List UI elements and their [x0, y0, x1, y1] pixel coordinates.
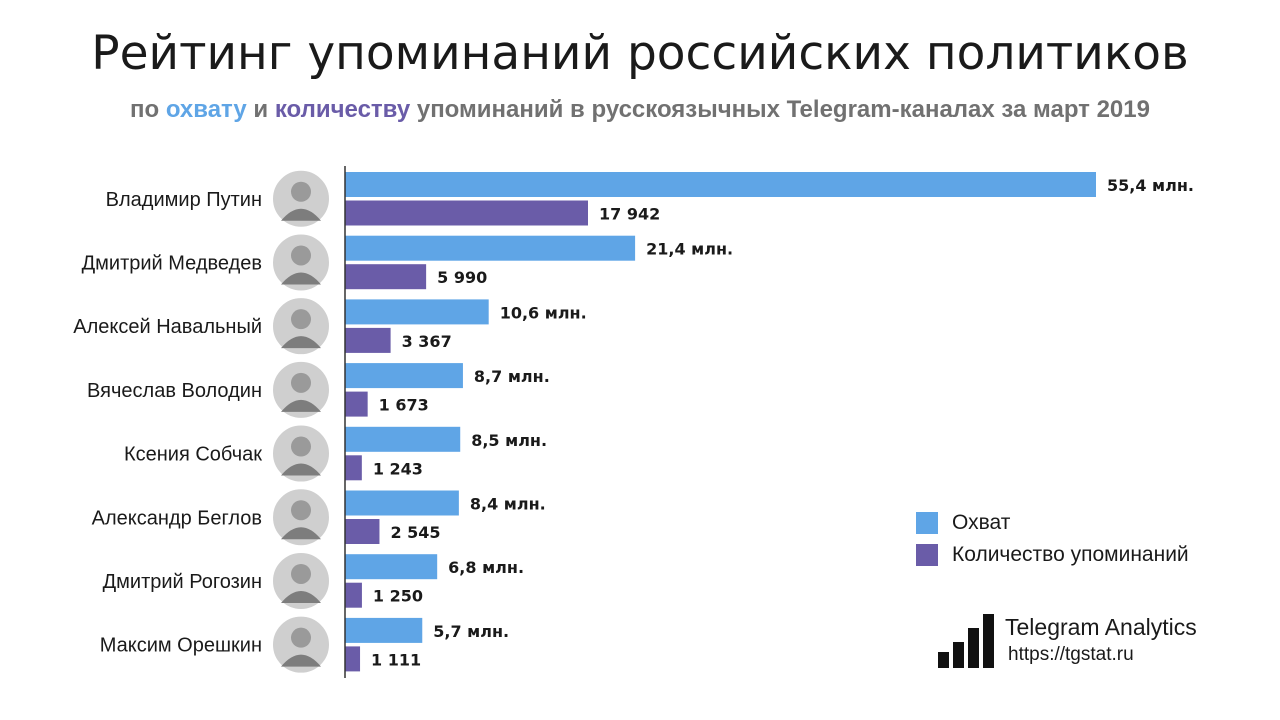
bar-count — [345, 264, 427, 290]
bar-reach — [345, 490, 459, 516]
bar-count — [345, 391, 368, 417]
legend: Охват Количество упоминаний — [916, 508, 1189, 572]
data-label-reach: 8,4 млн. — [470, 495, 546, 514]
data-label-reach: 5,7 млн. — [433, 622, 509, 641]
bar-reach — [345, 299, 489, 325]
data-label-reach: 10,6 млн. — [500, 303, 587, 322]
data-label-count: 1 243 — [373, 459, 423, 478]
bar-reach — [345, 617, 423, 643]
bar-signal-logo-icon — [938, 614, 994, 668]
avatar-body-icon — [281, 590, 321, 603]
data-label-reach: 55,4 млн. — [1107, 176, 1194, 195]
data-label-count: 1 111 — [371, 650, 421, 669]
subtitle-part3: упоминаний в русскоязычных Telegram-кана… — [410, 96, 1150, 123]
bar-reach — [345, 235, 636, 261]
data-label-reach: 8,7 млн. — [474, 367, 550, 386]
category-label: Вячеслав Володин — [87, 380, 262, 402]
legend-swatch-reach — [916, 512, 938, 534]
avatar-head-icon — [291, 181, 311, 202]
legend-label-count: Количество упоминаний — [952, 543, 1189, 566]
avatar-head-icon — [291, 436, 311, 457]
avatar-body-icon — [281, 336, 321, 349]
category-label: Алексей Навальный — [73, 316, 262, 338]
bar-reach — [345, 426, 461, 452]
bar-reach — [345, 363, 463, 389]
data-label-count: 1 250 — [373, 587, 423, 606]
subtitle-part1: по — [130, 96, 166, 123]
data-label-count: 5 990 — [437, 268, 487, 287]
data-label-reach: 21,4 млн. — [646, 240, 733, 259]
avatar-body-icon — [281, 208, 321, 221]
subtitle-reach-word: охвату — [165, 96, 247, 123]
legend-item-count: Количество упоминаний — [916, 540, 1189, 570]
data-label-count: 1 673 — [379, 396, 429, 415]
category-label: Александр Беглов — [92, 507, 262, 529]
avatar-head-icon — [291, 627, 311, 648]
category-label: Дмитрий Рогозин — [103, 571, 262, 593]
chart-title: Рейтинг упоминаний российских политиков — [91, 26, 1189, 81]
avatar-body-icon — [281, 272, 321, 285]
avatar-head-icon — [291, 500, 311, 521]
bar-count — [345, 646, 361, 672]
bar-reach — [345, 172, 1096, 197]
avatar-head-icon — [291, 563, 311, 584]
subtitle-part2: и — [246, 96, 275, 123]
bar-count — [345, 327, 391, 353]
bar-count — [345, 200, 588, 226]
data-label-count: 17 942 — [599, 205, 660, 224]
category-label: Дмитрий Медведев — [82, 252, 262, 274]
brand: Telegram Analytics https://tgstat.ru — [938, 610, 1238, 670]
subtitle-count-word: количеству — [274, 96, 411, 123]
category-label: Максим Орешкин — [100, 635, 262, 657]
data-label-count: 3 367 — [402, 332, 452, 351]
bar-reach — [345, 554, 438, 580]
category-label: Ксения Собчак — [124, 444, 262, 466]
legend-swatch-count — [916, 544, 938, 566]
bar-count — [345, 582, 362, 608]
data-label-count: 2 545 — [390, 523, 440, 542]
legend-label-reach: Охват — [952, 511, 1011, 534]
avatar-body-icon — [281, 463, 321, 476]
chart-subtitle: по охвату и количеству упоминаний в русс… — [0, 96, 1280, 124]
data-label-reach: 8,5 млн. — [471, 431, 547, 450]
data-label-reach: 6,8 млн. — [448, 558, 524, 577]
avatar-head-icon — [291, 309, 311, 330]
bar-count — [345, 455, 362, 481]
avatar-body-icon — [281, 527, 321, 540]
brand-name: Telegram Analytics — [1005, 614, 1197, 640]
brand-url: https://tgstat.ru — [1008, 644, 1134, 665]
bar-count — [345, 519, 380, 544]
avatar-head-icon — [291, 245, 311, 266]
avatar-head-icon — [291, 372, 311, 393]
avatar-body-icon — [281, 399, 321, 412]
legend-item-reach: Охват — [916, 508, 1189, 538]
category-label: Владимир Путин — [106, 189, 262, 211]
avatar-body-icon — [281, 654, 321, 667]
